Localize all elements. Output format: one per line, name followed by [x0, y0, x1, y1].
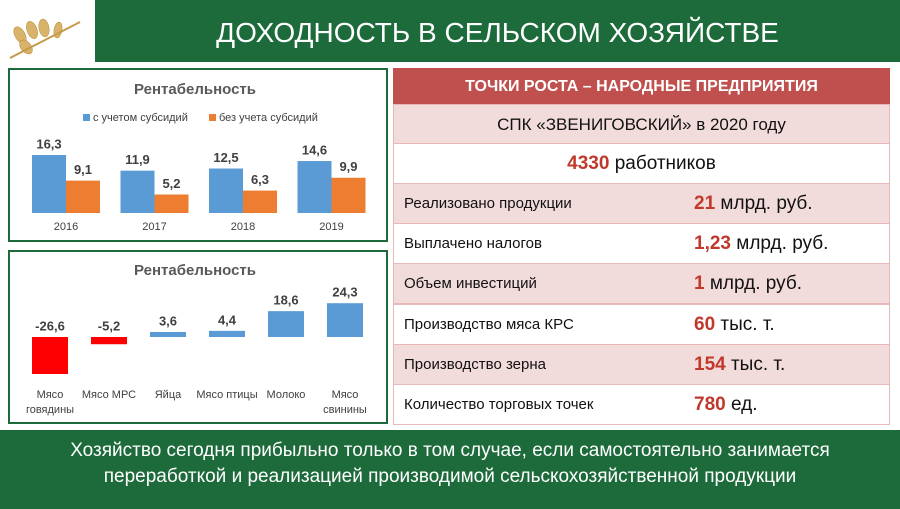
workers-unit: работников — [614, 153, 716, 174]
footer-band — [0, 430, 900, 509]
row-value: 60 тыс. т. — [694, 305, 775, 345]
row-value: 780 ед. — [694, 385, 758, 425]
x-tick-label: Мясо МРС — [81, 389, 137, 401]
x-tick-label: Мясо говядины — [25, 389, 75, 416]
chart-title: Рентабельность — [134, 81, 256, 98]
bar — [154, 194, 189, 213]
data-label: 9,1 — [74, 162, 92, 177]
table-row: Количество торговых точек 780 ед. — [393, 384, 890, 425]
data-label: 18,6 — [273, 293, 298, 308]
header-band — [0, 0, 900, 62]
legend-swatch — [83, 114, 90, 121]
x-tick-label: 2016 — [54, 221, 78, 233]
table-header: ТОЧКИ РОСТА – НАРОДНЫЕ ПРЕДПРИЯТИЯ — [393, 68, 890, 105]
x-tick-label: 2018 — [231, 221, 255, 233]
row-label: Реализовано продукции — [404, 195, 572, 212]
bar — [331, 177, 366, 213]
row-label: Количество торговых точек — [404, 396, 594, 413]
data-label: 4,4 — [218, 312, 237, 327]
workers-value: 4330 — [567, 153, 610, 174]
data-label: 5,2 — [162, 176, 180, 191]
data-label: 3,6 — [159, 313, 177, 328]
x-tick-label: Яйца — [154, 389, 182, 401]
chart-title: Рентабельность — [134, 262, 256, 279]
row-value: 1,23 млрд. руб. — [694, 224, 828, 264]
row-number: 21 — [694, 193, 716, 214]
row-number: 60 — [694, 313, 716, 335]
header-title: ДОХОДНОСТЬ В СЕЛЬСКОМ ХОЗЯЙСТВЕ — [216, 17, 779, 48]
table-row: Производство мяса КРС 60 тыс. т. — [393, 303, 890, 345]
bar — [209, 330, 245, 337]
table-subtitle: СПК «ЗВЕНИГОВСКИЙ» в 2020 году — [393, 104, 890, 144]
bar — [32, 155, 66, 213]
table-row: Выплачено налогов 1,23 млрд. руб. — [393, 223, 890, 265]
x-tick-label: 2017 — [142, 221, 166, 233]
data-label: -5,2 — [98, 318, 120, 333]
data-label: 9,9 — [339, 159, 357, 174]
data-label: 16,3 — [36, 136, 61, 151]
data-label: -26,6 — [35, 318, 65, 333]
row-number: 1 — [694, 273, 705, 295]
workers-row: 4330 работников — [393, 143, 890, 184]
row-number: 1,23 — [694, 233, 731, 255]
bar — [32, 337, 68, 374]
data-label: 12,5 — [213, 150, 238, 165]
row-unit: тыс. т. — [730, 353, 786, 375]
wheat-icon — [9, 18, 81, 59]
row-unit: млрд. руб. — [720, 193, 813, 214]
x-tick-label: Молоко — [266, 389, 306, 401]
table-row: Реализовано продукции 21 млрд. руб. — [393, 183, 890, 224]
legend-swatch — [209, 114, 216, 121]
table-row: Объем инвестиций 1 млрд. руб. — [393, 263, 890, 305]
footer-text: Хозяйство сегодня прибыльно только в том… — [70, 440, 830, 487]
row-label: Выплачено налогов — [404, 235, 542, 253]
bar — [268, 311, 304, 337]
x-tick-label: 2019 — [319, 221, 343, 233]
bar — [91, 337, 127, 345]
bar — [66, 180, 100, 213]
row-label: Производство мяса КРС — [404, 315, 574, 333]
x-tick-label: Мясо свинины — [323, 389, 367, 416]
row-value: 1 млрд. руб. — [694, 264, 802, 304]
data-label: 6,3 — [251, 172, 269, 187]
bar — [150, 331, 186, 337]
legend-label: без учета субсидий — [219, 112, 318, 124]
row-label: Объем инвестиций — [404, 275, 537, 293]
data-label: 11,9 — [125, 152, 150, 167]
chart-frame — [8, 250, 388, 424]
row-number: 780 — [694, 394, 726, 415]
table-row: Производство зерна 154 тыс. т. — [393, 343, 890, 385]
legend-label: с учетом субсидий — [93, 112, 188, 124]
bar — [243, 190, 277, 213]
bar — [327, 303, 363, 337]
row-number: 154 — [694, 353, 726, 375]
row-value: 154 тыс. т. — [694, 345, 785, 385]
bar — [209, 168, 243, 213]
bar — [120, 170, 155, 213]
x-tick-label: Мясо птицы — [196, 389, 258, 401]
row-unit: тыс. т. — [720, 313, 775, 335]
row-unit: ед. — [730, 394, 758, 415]
row-unit: млрд. руб. — [736, 233, 829, 255]
data-label: 14,6 — [302, 142, 327, 157]
row-value: 21 млрд. руб. — [694, 184, 813, 224]
row-label: Производство зерна — [404, 355, 546, 373]
data-label: 24,3 — [332, 285, 357, 300]
bar — [297, 161, 332, 213]
row-unit: млрд. руб. — [709, 273, 803, 295]
